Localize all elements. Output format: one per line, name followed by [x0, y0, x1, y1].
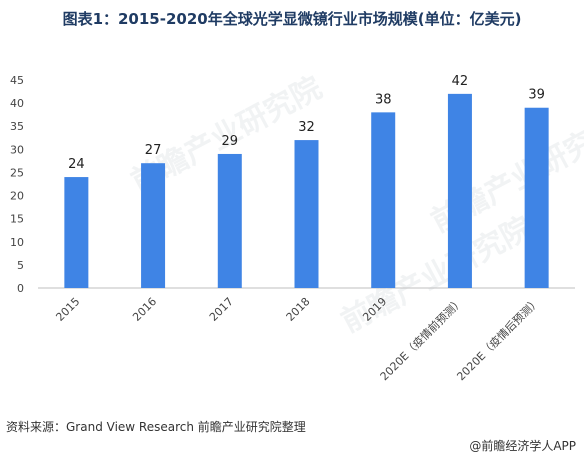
- x-tick-label: 2017: [207, 295, 236, 324]
- y-tick-label: 25: [10, 166, 24, 179]
- y-tick-label: 30: [10, 143, 24, 156]
- data-label: 29: [222, 134, 239, 149]
- data-label: 38: [375, 92, 392, 107]
- bar: [524, 107, 549, 288]
- bar: [141, 163, 166, 288]
- x-tick-label: 2020E（疫情前预测）: [377, 294, 466, 383]
- y-tick-label: 40: [10, 97, 24, 110]
- y-tick-label: 10: [10, 236, 24, 249]
- y-tick-label: 20: [10, 190, 24, 203]
- x-tick-label: 2015: [53, 295, 82, 324]
- bar: [64, 177, 89, 288]
- bar: [294, 140, 319, 288]
- app-credit: @前瞻经济学人APP: [469, 439, 576, 453]
- bar: [447, 93, 472, 288]
- bar: [217, 153, 242, 288]
- data-label: 32: [298, 120, 315, 135]
- y-tick-label: 15: [10, 213, 24, 226]
- data-label: 24: [68, 157, 85, 172]
- y-tick-label: 35: [10, 120, 24, 133]
- y-tick-label: 45: [10, 74, 24, 87]
- bar-chart: 0 5 10 15 20 25 30 35 40 45 24 2015 27 2016 29 2017 32 20…: [10, 74, 575, 383]
- data-label: 27: [145, 143, 162, 158]
- y-tick-label: 5: [17, 259, 24, 272]
- x-tick-label: 2016: [130, 295, 159, 324]
- x-tick-label: 2020E（疫情后预测）: [454, 294, 543, 383]
- chart-title: 图表1：2015-2020年全球光学显微镜行业市场规模(单位：亿美元): [62, 10, 522, 28]
- x-tick-label: 2018: [284, 295, 313, 324]
- y-tick-label: 0: [17, 282, 24, 295]
- data-label: 42: [452, 74, 469, 89]
- source-note: 资料来源：Grand View Research 前瞻产业研究院整理: [6, 420, 306, 434]
- bar: [371, 112, 396, 288]
- x-tick-label: 2019: [360, 295, 389, 324]
- data-label: 39: [528, 88, 545, 103]
